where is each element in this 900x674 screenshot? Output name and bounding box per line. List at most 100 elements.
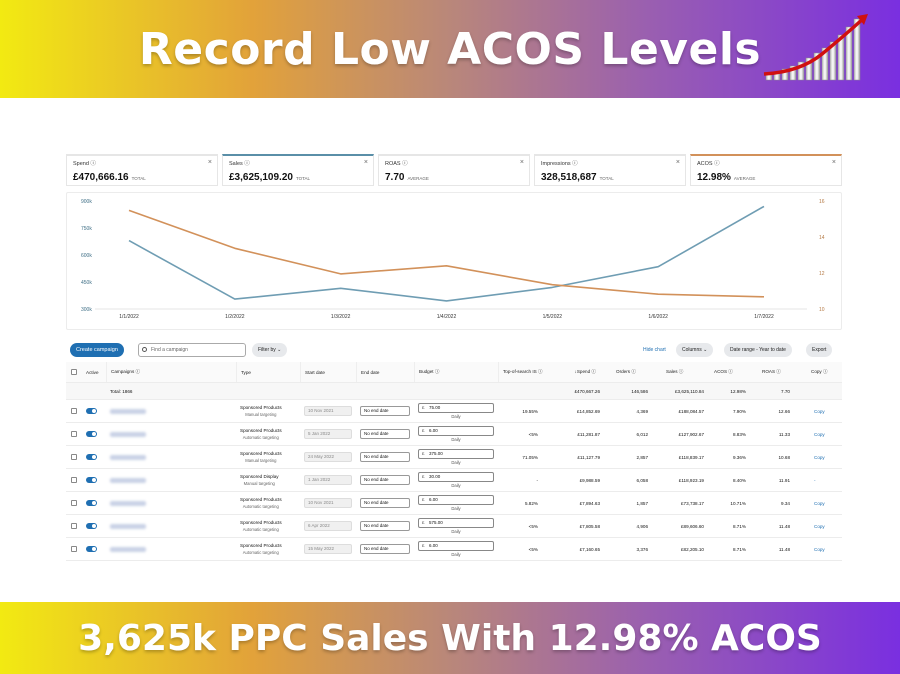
budget-input[interactable]: £30.00 xyxy=(418,471,494,482)
end-date-field[interactable]: No end date xyxy=(360,469,410,491)
copy-link[interactable]: Copy xyxy=(814,523,825,529)
metric-card-acos[interactable]: ACOS ⓘ 12.98% AVERAGE × xyxy=(690,154,842,186)
active-toggle[interactable] xyxy=(86,446,97,468)
targeting-label: Automatic targeting xyxy=(242,435,279,440)
active-toggle[interactable] xyxy=(86,469,97,491)
start-date-field[interactable]: 6 Apr 2022 xyxy=(304,515,352,537)
copy-link[interactable]: Copy xyxy=(814,546,825,552)
row-checkbox[interactable] xyxy=(71,515,77,537)
close-icon[interactable]: × xyxy=(207,159,212,166)
metric-name: ROAS ⓘ xyxy=(385,161,408,167)
col-orders[interactable]: Orders ⓘ xyxy=(616,369,636,374)
orders-value: 6,058 xyxy=(636,477,649,483)
start-date-field[interactable]: 24 May 2022 xyxy=(304,446,352,468)
campaign-name-redacted[interactable] xyxy=(110,515,146,537)
col-roas[interactable]: ROAS ⓘ xyxy=(762,369,781,374)
metric-unit: TOTAL xyxy=(131,176,146,181)
start-date-field[interactable]: 5 Jan 2022 xyxy=(304,423,352,445)
export-button[interactable]: Export xyxy=(806,343,833,357)
col-end-date[interactable]: End date xyxy=(356,362,379,382)
col-active[interactable]: Active xyxy=(86,369,99,375)
active-toggle[interactable] xyxy=(86,423,97,445)
end-date-field[interactable]: No end date xyxy=(360,446,410,468)
close-icon[interactable]: × xyxy=(519,159,524,166)
campaign-name-redacted[interactable] xyxy=(110,492,146,514)
col-copy[interactable]: Copy ⓘ xyxy=(811,369,828,374)
active-toggle[interactable] xyxy=(86,538,97,560)
metric-card-spend[interactable]: Spend ⓘ £470,666.16 TOTAL × xyxy=(66,154,218,186)
metric-unit: TOTAL xyxy=(295,176,311,181)
close-icon[interactable]: × xyxy=(831,159,836,166)
end-date-field[interactable]: No end date xyxy=(360,515,410,537)
active-toggle[interactable] xyxy=(86,492,97,514)
budget-input[interactable]: £6.00 xyxy=(418,425,494,436)
select-all-checkbox[interactable] xyxy=(71,362,77,382)
copy-link[interactable]: Copy xyxy=(814,454,825,460)
start-date-field[interactable]: 1 Jan 2022 xyxy=(304,469,352,491)
copy-link[interactable]: Copy xyxy=(814,431,825,437)
metric-unit: AVERAGE xyxy=(407,176,429,181)
col-top-of-search[interactable]: Top-of-search IS ⓘ xyxy=(498,362,543,382)
columns-button[interactable]: Columns ⌄ xyxy=(676,343,714,357)
budget-period: Daily xyxy=(451,551,461,557)
metric-card-impressions[interactable]: Impressions ⓘ 328,518,687 TOTAL × xyxy=(534,154,686,186)
filter-by-button[interactable]: Filter by ⌄ xyxy=(252,343,288,357)
col-budget[interactable]: Budget ⓘ xyxy=(414,362,439,382)
copy-link[interactable]: Copy xyxy=(814,408,825,414)
x-axis-tick-label: 1/7/2022 xyxy=(754,314,774,320)
col-acos[interactable]: ACOS ⓘ xyxy=(714,369,733,374)
campaign-name-redacted[interactable] xyxy=(110,446,146,468)
hide-chart-link[interactable]: Hide chart xyxy=(643,347,666,353)
budget-input[interactable]: £6.00 xyxy=(418,540,494,551)
budget-input[interactable]: £6.00 xyxy=(418,494,494,505)
row-checkbox[interactable] xyxy=(71,423,77,445)
col-start-date[interactable]: Start date xyxy=(300,362,325,382)
acos-value: 7.90% xyxy=(732,408,746,414)
campaign-name-redacted[interactable] xyxy=(110,423,146,445)
spend-value: £11,281.87 xyxy=(577,431,600,437)
campaign-name-redacted[interactable] xyxy=(110,400,146,422)
close-icon[interactable]: × xyxy=(675,159,680,166)
row-checkbox[interactable] xyxy=(71,492,77,514)
date-range-button[interactable]: Date range - Year to date xyxy=(724,343,792,357)
budget-input[interactable]: £75.00 xyxy=(418,402,494,413)
col-sales[interactable]: Sales ⓘ xyxy=(666,369,684,374)
metric-value: £470,666.16 xyxy=(73,172,129,183)
right-axis-tick-label: 10 xyxy=(819,307,825,313)
acos-value: 8.71% xyxy=(732,523,746,529)
budget-input[interactable]: £375.00 xyxy=(418,448,494,459)
active-toggle[interactable] xyxy=(86,515,97,537)
acos-value: 8.71% xyxy=(732,546,746,552)
close-icon[interactable]: × xyxy=(363,159,368,166)
start-date-field[interactable]: 15 May 2022 xyxy=(304,538,352,560)
metric-card-sales[interactable]: Sales ⓘ £3,625,109.20 TOTAL × xyxy=(222,154,374,186)
orders-value: 4,906 xyxy=(636,523,649,529)
campaign-name-redacted[interactable] xyxy=(110,538,146,560)
end-date-field[interactable]: No end date xyxy=(360,492,410,514)
campaign-name-redacted[interactable] xyxy=(110,469,146,491)
col-spend[interactable]: ↓Spend ⓘ xyxy=(574,369,596,374)
total-sales: £3,625,110.84 xyxy=(674,388,704,394)
banner-subtitle: 3,625k PPC Sales With 12.98% ACOS xyxy=(78,617,822,659)
start-date-field[interactable]: 10 Nov 2021 xyxy=(304,492,352,514)
copy-link[interactable]: - xyxy=(814,477,816,483)
campaign-type: Sponsored Products Manual targeting xyxy=(240,446,282,468)
end-date-field[interactable]: No end date xyxy=(360,538,410,560)
total-orders: 146,586 xyxy=(631,388,648,394)
end-date-field[interactable]: No end date xyxy=(360,423,410,445)
start-date-field[interactable]: 10 Nov 2021 xyxy=(304,400,352,422)
end-date-field[interactable]: No end date xyxy=(360,400,410,422)
row-checkbox[interactable] xyxy=(71,400,77,422)
col-campaigns[interactable]: Campaigns ⓘ xyxy=(106,362,140,382)
copy-link[interactable]: Copy xyxy=(814,500,825,506)
create-campaign-button[interactable]: Create campaign xyxy=(70,343,124,357)
col-type[interactable]: Type xyxy=(236,362,251,382)
active-toggle[interactable] xyxy=(86,400,97,422)
row-checkbox[interactable] xyxy=(71,469,77,491)
metric-card-roas[interactable]: ROAS ⓘ 7.70 AVERAGE × xyxy=(378,154,530,186)
row-checkbox[interactable] xyxy=(71,446,77,468)
budget-input[interactable]: £575.00 xyxy=(418,517,494,528)
budget-cell: £30.00 Daily xyxy=(418,469,494,491)
search-input[interactable]: Find a campaign xyxy=(138,343,246,357)
row-checkbox[interactable] xyxy=(71,538,77,560)
